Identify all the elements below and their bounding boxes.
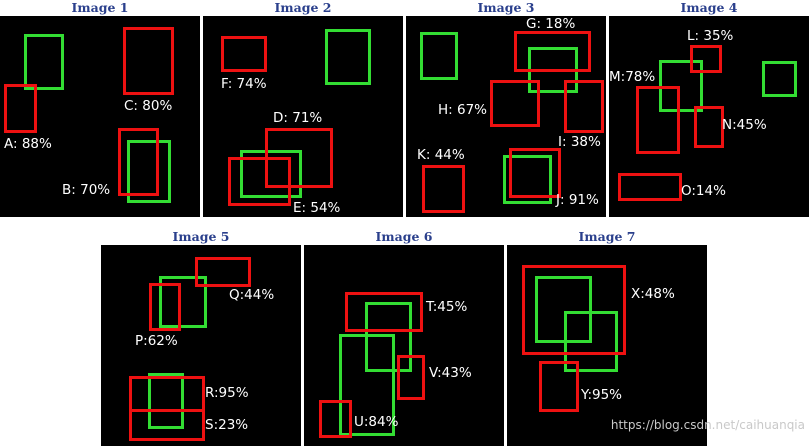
prediction-box-d bbox=[265, 128, 333, 188]
box-label-t: T:45% bbox=[426, 299, 468, 315]
prediction-box-k bbox=[422, 165, 465, 213]
box-label-n: N:45% bbox=[722, 117, 767, 133]
prediction-box-c bbox=[123, 27, 174, 95]
prediction-box-j bbox=[509, 148, 561, 198]
ground-truth-box bbox=[148, 373, 184, 429]
prediction-box-q bbox=[195, 257, 251, 287]
box-label-f: F: 74% bbox=[221, 76, 267, 92]
ground-truth-box bbox=[762, 61, 797, 97]
box-label-c: C: 80% bbox=[124, 98, 173, 114]
watermark: https://blog.csdn.net/caihuanqia bbox=[610, 418, 805, 432]
prediction-box-g bbox=[514, 31, 591, 72]
prediction-box-s bbox=[129, 409, 205, 441]
prediction-box-r bbox=[129, 376, 205, 412]
box-label-r: R:95% bbox=[205, 385, 249, 401]
box-label-k: K: 44% bbox=[417, 147, 465, 163]
prediction-box-l bbox=[690, 45, 722, 73]
prediction-box-n bbox=[694, 106, 724, 148]
panel-image-1: A: 88% C: 80% B: 70% bbox=[0, 16, 200, 217]
box-label-a: A: 88% bbox=[4, 136, 52, 152]
ground-truth-box bbox=[24, 34, 64, 90]
prediction-box-b bbox=[118, 128, 159, 196]
ground-truth-box bbox=[503, 155, 552, 204]
prediction-box-m bbox=[636, 86, 680, 154]
box-label-p: P:62% bbox=[135, 333, 178, 349]
panel-title-image-2: Image 2 bbox=[274, 0, 332, 15]
prediction-box-x bbox=[522, 265, 626, 355]
box-label-j: J: 91% bbox=[556, 192, 599, 208]
ground-truth-box bbox=[420, 32, 458, 80]
prediction-box-i bbox=[564, 80, 604, 133]
box-label-u: U:84% bbox=[354, 414, 399, 430]
prediction-box-y bbox=[539, 361, 579, 412]
box-label-x: X:48% bbox=[631, 286, 675, 302]
ground-truth-box bbox=[365, 302, 412, 372]
panel-title-image-5: Image 5 bbox=[172, 229, 230, 244]
prediction-box-a bbox=[4, 84, 37, 133]
box-label-o: O:14% bbox=[681, 183, 726, 199]
prediction-box-p bbox=[149, 283, 181, 331]
panel-image-6: T:45% V:43% U:84% bbox=[304, 245, 504, 446]
panel-title-image-1: Image 1 bbox=[71, 0, 129, 15]
box-label-i: I: 38% bbox=[558, 134, 601, 150]
panel-image-5: P:62% Q:44% R:95% S:23% bbox=[101, 245, 301, 446]
box-label-e: E: 54% bbox=[293, 200, 341, 216]
ground-truth-box bbox=[325, 29, 371, 85]
prediction-box-f bbox=[221, 36, 267, 72]
prediction-box-e bbox=[228, 157, 291, 206]
box-label-l: L: 35% bbox=[687, 28, 734, 44]
panel-title-image-4: Image 4 bbox=[680, 0, 738, 15]
ground-truth-box bbox=[127, 140, 171, 203]
panel-image-7: X:48% Y:95% bbox=[507, 245, 707, 446]
prediction-box-v bbox=[397, 355, 425, 400]
ground-truth-box bbox=[159, 276, 207, 328]
panel-image-4: L: 35% M:78% N:45% O:14% bbox=[609, 16, 809, 217]
panel-image-3: G: 18% H: 67% I: 38% K: 44% J: 91% bbox=[406, 16, 606, 217]
box-label-d: D: 71% bbox=[273, 110, 323, 126]
box-label-m: M:78% bbox=[609, 69, 656, 85]
prediction-box-h bbox=[490, 80, 540, 127]
box-label-b: B: 70% bbox=[62, 182, 111, 198]
prediction-box-u bbox=[319, 400, 352, 438]
ground-truth-box bbox=[240, 150, 302, 198]
box-label-s: S:23% bbox=[205, 417, 249, 433]
box-label-q: Q:44% bbox=[229, 287, 275, 303]
ground-truth-box bbox=[535, 276, 592, 343]
ground-truth-box bbox=[564, 311, 618, 372]
ground-truth-box bbox=[339, 334, 395, 436]
panel-title-image-7: Image 7 bbox=[578, 229, 636, 244]
prediction-box-t bbox=[345, 292, 423, 332]
panel-title-image-6: Image 6 bbox=[375, 229, 433, 244]
panel-image-2: F: 74% E: 54% D: 71% bbox=[203, 16, 403, 217]
box-label-y: Y:95% bbox=[581, 387, 623, 403]
prediction-box-o bbox=[618, 173, 682, 201]
panel-title-image-3: Image 3 bbox=[477, 0, 535, 15]
box-label-h: H: 67% bbox=[438, 102, 487, 118]
box-label-v: V:43% bbox=[429, 365, 472, 381]
box-label-g: G: 18% bbox=[526, 16, 576, 32]
